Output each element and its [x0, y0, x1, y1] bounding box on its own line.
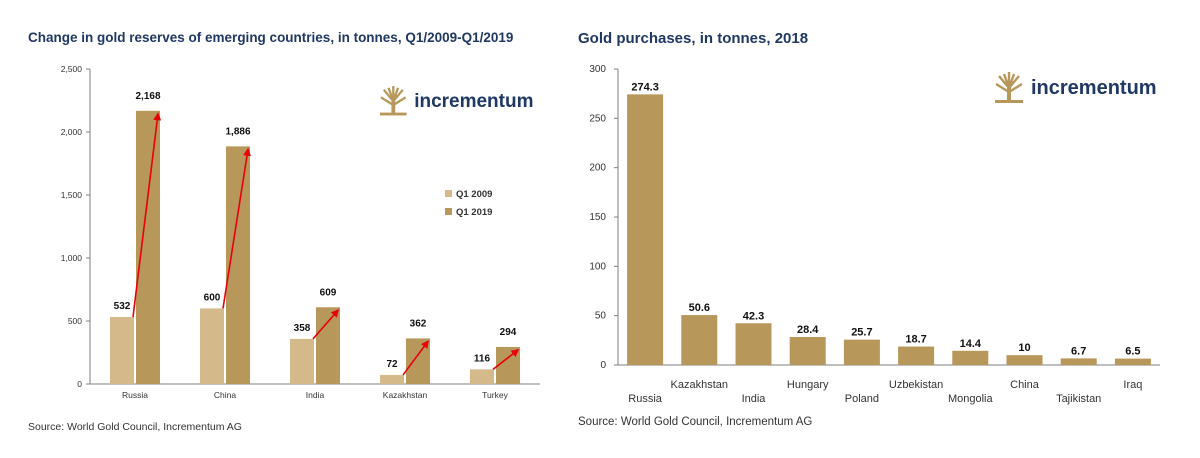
right-y-tick-label: 250 [589, 113, 606, 124]
bar-mongolia [952, 350, 989, 365]
data-label-q1-2009-china: 600 [204, 292, 221, 303]
tree-trunk [391, 99, 396, 115]
bar-india [735, 323, 772, 365]
right-chart-svg: 0 50 100 150 200 250 300 274.3 Russia 50.6 Kazakhs… [589, 64, 1160, 405]
tree-ground [380, 112, 407, 116]
right-y-tick-label: 150 [589, 212, 606, 223]
right-y-tick-label: 200 [589, 163, 606, 174]
right-x-tick-label: Kazakhstan [671, 379, 728, 391]
right-x-tick-label: Russia [628, 393, 663, 405]
change-arrow-india [312, 309, 340, 340]
right-x-tick-label: China [1010, 379, 1040, 391]
left-chart-title: Change in gold reserves of emerging coun… [28, 30, 514, 45]
legend-label-q1-2009: Q1 2009 [456, 189, 492, 200]
data-label-q1-2009-russia: 532 [114, 301, 131, 312]
data-label-hungary: 28.4 [797, 324, 819, 336]
legend-swatch-q1-2019 [445, 208, 452, 215]
legend-label-q1-2019: Q1 2019 [456, 207, 492, 218]
data-label-india: 42.3 [743, 310, 764, 322]
data-label-china: 10 [1018, 342, 1030, 354]
data-label-q1-2019-turkey: 294 [500, 327, 517, 338]
bar-q1-2009-kazakhstan [380, 374, 404, 384]
data-label-kazakhstan: 50.6 [689, 302, 710, 314]
left-x-tick-label: India [306, 390, 325, 400]
left-y-tick-label: 1,000 [61, 253, 83, 263]
tree-branches [995, 72, 1023, 94]
data-label-q1-2009-turkey: 116 [474, 353, 491, 364]
tree-icon [380, 86, 407, 116]
right-x-tick-label: India [742, 393, 767, 405]
left-x-tick-label: China [214, 390, 236, 400]
bar-q1-2009-china [200, 308, 224, 384]
right-source-note: Source: World Gold Council, Incrementum … [578, 416, 813, 428]
right-y-tick-label: 50 [595, 311, 607, 322]
incrementum-logo: incrementum [995, 72, 1157, 103]
right-y-tick-label: 0 [600, 360, 606, 371]
bar-q1-2009-india [290, 338, 314, 384]
bar-tajikistan [1060, 358, 1097, 365]
bar-q1-2009-russia [110, 316, 134, 384]
change-arrow-turkey [492, 348, 520, 371]
right-x-tick-label: Uzbekistan [889, 379, 943, 391]
data-label-iraq: 6.5 [1125, 346, 1140, 358]
bar-q1-2019-india [316, 307, 340, 384]
incrementum-logo: incrementum [380, 86, 534, 116]
bar-q1-2019-turkey [496, 346, 520, 384]
logo-text: incrementum [414, 91, 533, 112]
right-x-tick-label: Mongolia [948, 393, 994, 405]
right-x-tick-label: Hungary [787, 379, 829, 391]
bar-q1-2009-turkey [470, 369, 494, 384]
change-arrow-kazakhstan [402, 340, 429, 376]
tree-trunk [1007, 86, 1011, 102]
right-y-tick-label: 100 [589, 261, 606, 272]
legend-swatch-q1-2009 [445, 190, 452, 197]
left-x-tick-label: Russia [122, 390, 148, 400]
left-x-tick-label: Kazakhstan [383, 390, 428, 400]
data-label-poland: 25.7 [851, 327, 872, 339]
data-label-q1-2009-india: 358 [294, 323, 311, 334]
left-chart-panel: Change in gold reserves of emerging coun… [0, 0, 560, 458]
left-y-tick-label: 2,000 [61, 127, 83, 137]
bar-hungary [789, 336, 826, 365]
change-arrow-china [222, 147, 251, 309]
left-y-tick-label: 1,500 [61, 190, 83, 200]
bar-poland [843, 339, 880, 365]
left-y-tick-label: 500 [68, 316, 82, 326]
data-label-uzbekistan: 18.7 [905, 334, 926, 346]
data-label-q1-2019-india: 609 [320, 287, 337, 298]
bar-china [1006, 355, 1043, 365]
data-label-q1-2009-kazakhstan: 72 [386, 359, 398, 370]
tree-branches [380, 86, 407, 106]
right-chart-panel: Gold purchases, in tonnes, 2018 0 50 100 15… [570, 0, 1200, 458]
data-label-q1-2019-china: 1,886 [225, 126, 250, 137]
data-label-tajikistan: 6.7 [1071, 345, 1086, 357]
data-label-mongolia: 14.4 [960, 338, 982, 350]
data-label-russia: 274.3 [631, 81, 659, 93]
bar-russia [627, 94, 664, 365]
tree-icon [995, 72, 1023, 103]
bar-kazakhstan [681, 315, 718, 365]
data-label-q1-2019-kazakhstan: 362 [410, 318, 427, 329]
left-y-tick-label: 2,500 [61, 64, 83, 74]
bar-uzbekistan [898, 346, 935, 365]
tree-ground [995, 100, 1023, 103]
change-arrow-russia [132, 112, 162, 318]
bar-q1-2019-russia [136, 110, 160, 384]
data-label-q1-2019-russia: 2,168 [135, 91, 160, 102]
right-y-tick-label: 300 [589, 64, 606, 75]
bar-q1-2019-kazakhstan [406, 338, 430, 384]
right-chart-title: Gold purchases, in tonnes, 2018 [578, 30, 809, 47]
left-legend: Q1 2009 Q1 2019 [445, 189, 492, 218]
left-x-tick-label: Turkey [482, 390, 508, 400]
left-chart-svg: 0 500 1,000 1,500 2,000 2,500 532 2,168 Russia 60… [61, 64, 540, 400]
right-x-tick-label: Iraq [1123, 379, 1142, 391]
left-source-note: Source: World Gold Council, Incrementum … [28, 421, 242, 433]
right-x-tick-label: Poland [845, 393, 879, 405]
logo-text: incrementum [1031, 77, 1157, 99]
left-y-tick-label: 0 [77, 379, 82, 389]
right-x-tick-label: Tajikistan [1056, 393, 1101, 405]
bar-iraq [1114, 358, 1151, 365]
